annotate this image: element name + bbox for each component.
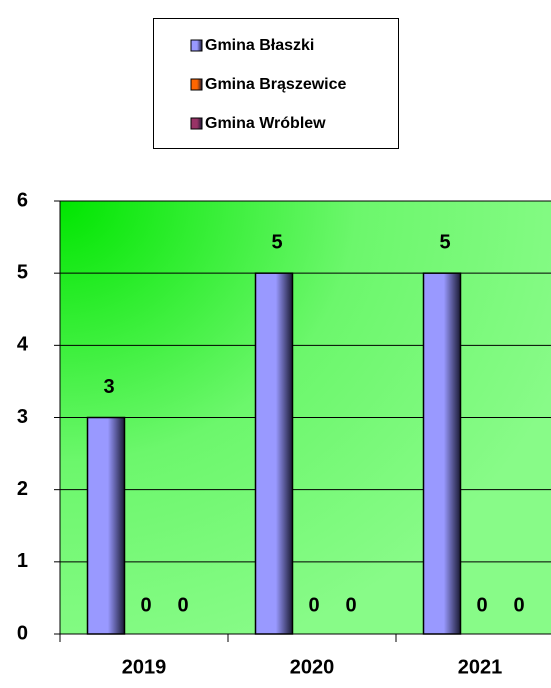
bar [254, 272, 294, 635]
y-tick-label: 3 [17, 406, 28, 428]
data-label: 3 [103, 376, 114, 398]
y-tick-label: 4 [17, 334, 29, 356]
data-label: 5 [439, 231, 450, 253]
data-label: 0 [177, 594, 188, 616]
y-tick-label: 1 [17, 550, 28, 572]
y-tick-label: 2 [17, 478, 28, 500]
legend-label: Gmina Brąszewice [205, 76, 347, 93]
legend-label: Gmina Wróblew [205, 115, 326, 132]
x-tick-label: 2019 [122, 656, 167, 678]
x-tick-label: 2020 [290, 656, 335, 678]
data-label: 0 [476, 594, 487, 616]
y-tick-label: 0 [17, 622, 28, 644]
data-label: 0 [513, 594, 524, 616]
legend-swatch [190, 39, 203, 52]
data-label: 0 [140, 594, 151, 616]
bar [86, 416, 126, 635]
y-tick-label: 6 [17, 189, 28, 211]
bar [422, 272, 462, 635]
data-label: 5 [271, 231, 282, 253]
legend-swatch [190, 117, 203, 130]
y-tick-label: 5 [17, 261, 28, 283]
data-label: 0 [308, 594, 319, 616]
x-tick-label: 2021 [458, 656, 503, 678]
legend-label: Gmina Błaszki [205, 37, 314, 54]
legend-swatch [190, 78, 203, 91]
data-label: 0 [345, 594, 356, 616]
